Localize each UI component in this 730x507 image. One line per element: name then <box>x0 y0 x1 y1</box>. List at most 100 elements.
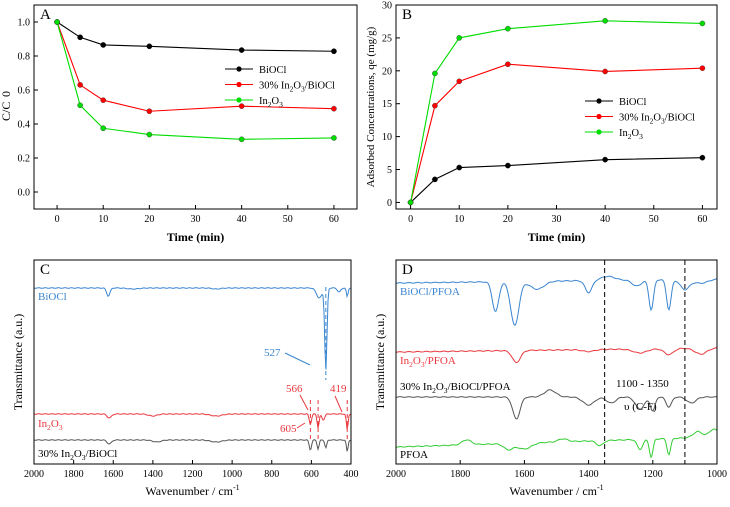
x-tick-label: 2000 <box>24 469 44 480</box>
data-point <box>331 135 337 141</box>
subscript: 2 <box>47 423 51 432</box>
series-line <box>410 63 703 203</box>
y-tick-label: 0.2 <box>18 154 31 165</box>
annotation-arrow <box>296 422 306 429</box>
data-point <box>100 42 107 48</box>
x-tick-label: 30 <box>552 214 562 225</box>
subscript: 3 <box>301 85 305 94</box>
text-span: In <box>259 96 268 107</box>
x-tick-label: 20 <box>144 214 154 225</box>
data-point <box>602 68 608 75</box>
superscript: -1 <box>597 483 604 492</box>
legend-label: BiOCl <box>259 65 287 76</box>
legend-label: 30% In2O3/BiOCl <box>259 81 335 94</box>
panel-b: 0 10 20 30 40 50 60 0 5 10 15 20 25 30 Time (min) Adsor… <box>365 1 707 245</box>
spectrum-bioc <box>33 287 352 370</box>
x-tick-label: 800 <box>264 469 279 480</box>
series-label: In2O3/PFOA <box>400 355 456 369</box>
x-tick-label: 30 <box>191 214 201 225</box>
series-label: BiOCl/PFOA <box>400 286 460 298</box>
subscript: 3 <box>421 360 425 369</box>
x-tick-label: 50 <box>649 214 659 225</box>
text-span: O <box>293 81 301 92</box>
data-point <box>432 102 438 109</box>
text-span: In <box>281 81 290 92</box>
data-point <box>146 108 153 115</box>
subscript: 2 <box>628 132 632 141</box>
x-tick-label: 400 <box>344 469 359 480</box>
x-tick-label: 10 <box>454 214 464 225</box>
subscript: 2 <box>409 360 413 369</box>
y-axis-label: Transmittance (a.u.) <box>373 314 387 411</box>
y-tick-label: 0.4 <box>18 120 31 131</box>
x-tick-label: 60 <box>329 214 339 225</box>
data-point <box>100 97 107 103</box>
data-point <box>432 176 438 183</box>
text-span: O <box>653 113 661 124</box>
data-point <box>77 102 83 109</box>
text-span: /BiOCl/PFOA <box>448 381 511 393</box>
data-point <box>331 105 337 112</box>
spectrum-bioc-pfoa <box>395 275 717 326</box>
series-label: In2O3 <box>38 418 63 432</box>
x-tick-label: 1200 <box>183 469 203 480</box>
y-tick-label: 5 <box>387 165 392 176</box>
y-tick-label: 0 <box>387 198 392 209</box>
legend-marker <box>596 98 602 104</box>
subscript: 2 <box>650 117 654 126</box>
data-point <box>146 43 153 50</box>
text-span: /BiOCl <box>665 113 695 124</box>
annotation-arrow <box>299 394 309 411</box>
legend-label: In2O3 <box>259 96 283 109</box>
data-point <box>54 19 60 25</box>
y-axis-label-sub: 0 <box>0 91 13 97</box>
y-tick-label: 0.8 <box>18 52 31 63</box>
series-line <box>410 157 703 203</box>
data-point <box>432 70 438 77</box>
spectrum-pfoa <box>395 428 718 459</box>
data-point <box>146 131 153 138</box>
data-point <box>602 17 608 24</box>
peak-annotation: 605 <box>280 423 297 435</box>
subscript: 3 <box>639 132 643 141</box>
series-line <box>56 21 334 140</box>
panel-letter: B <box>402 7 412 23</box>
peak-annotation: 527 <box>264 347 281 359</box>
x-tick-label: 40 <box>600 214 610 225</box>
data-point <box>407 199 414 206</box>
data-point <box>238 136 245 143</box>
y-axis-label: Transmittance (a.u.) <box>11 314 25 411</box>
x-tick-label: 20 <box>503 214 513 225</box>
data-point <box>505 162 511 169</box>
x-tick-label: 1200 <box>643 469 663 480</box>
data-point <box>699 65 706 71</box>
plot-frame <box>33 259 352 465</box>
x-tick-label: 1600 <box>514 469 534 480</box>
text-span: /BiOCl <box>86 448 118 460</box>
plot-frame <box>395 4 718 210</box>
region-annotation: 1100 - 1350 <box>616 378 669 390</box>
region-annotation: υ (C-F) <box>624 401 657 413</box>
text-span: 30% <box>38 448 61 460</box>
y-tick-label: 0.6 <box>18 86 31 97</box>
data-point <box>77 34 83 41</box>
text-span: /PFOA <box>425 355 456 367</box>
peak-annotation: 419 <box>330 383 347 395</box>
x-tick-label: 40 <box>237 214 247 225</box>
text-span: O <box>436 381 444 393</box>
annotation-arrow <box>284 352 311 366</box>
panel-letter: C <box>40 262 50 278</box>
series-line <box>410 20 703 203</box>
data-point <box>699 154 706 161</box>
subscript: 2 <box>70 453 74 462</box>
text-span: O <box>413 355 421 367</box>
data-point <box>100 125 107 132</box>
legend-marker <box>596 129 602 135</box>
x-tick-label: 1000 <box>707 469 727 480</box>
legend-label: BiOCl <box>619 97 647 108</box>
x-tick-label: 10 <box>98 214 108 225</box>
y-axis-label: Adsorbed Concentrations, qe (mg/g) <box>365 26 377 187</box>
x-tick-label: 60 <box>697 214 707 225</box>
